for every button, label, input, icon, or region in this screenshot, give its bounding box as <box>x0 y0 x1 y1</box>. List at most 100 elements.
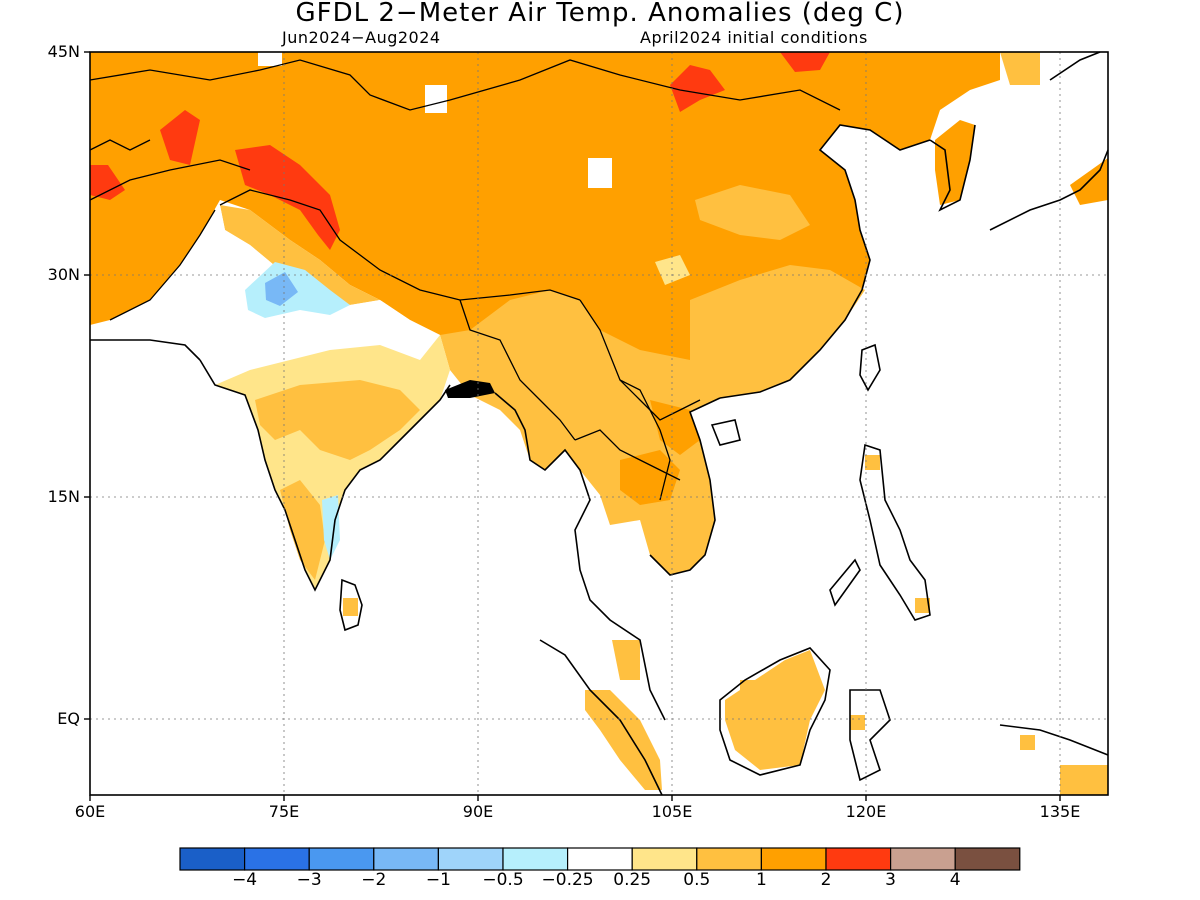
lon-label-105e: 105E <box>651 802 693 821</box>
anomaly-malay <box>612 640 640 680</box>
anomaly-india-orange-2 <box>280 480 325 580</box>
anomaly-yellow-china-2 <box>655 255 690 285</box>
anomaly-borneo-2 <box>740 680 755 695</box>
border-india-pak <box>109 209 216 321</box>
coastline-sulawesi <box>849 689 891 782</box>
colorbar-label-11: 4 <box>949 870 961 890</box>
coastline-new-guinea <box>999 724 1109 756</box>
colorbar <box>179 847 1021 871</box>
colorbar-swatch-4 <box>437 847 504 871</box>
forecast-period: Jun2024−Aug2024 <box>282 28 441 47</box>
colorbar-swatch-9 <box>760 847 827 871</box>
lon-label-135e: 135E <box>1039 802 1081 821</box>
colorbar-swatch-10 <box>825 847 892 871</box>
colorbar-swatch-12 <box>954 847 1021 871</box>
coastline-sri-lanka <box>339 578 363 632</box>
coastline-taiwan <box>859 343 881 392</box>
colorbar-label-10: 3 <box>885 870 896 890</box>
colorbar-swatch-11 <box>889 847 956 871</box>
anomaly-japan-2 <box>1000 52 1040 85</box>
border-central-asia <box>89 59 841 111</box>
anomaly-papua-1 <box>1020 735 1035 750</box>
coastline-korea <box>929 124 976 212</box>
anomaly-cool-india-core <box>265 272 298 306</box>
anomaly-red-pamir <box>160 110 200 165</box>
coastline-borneo <box>719 647 831 776</box>
colorbar-label-3: −1 <box>425 870 451 890</box>
coastline-japan-2 <box>1049 51 1101 81</box>
anomaly-vietnam <box>650 400 700 455</box>
axis-ticks <box>84 51 1061 801</box>
anomaly-sumatra <box>585 690 662 790</box>
border-iran <box>89 139 151 151</box>
anomaly-sulawesi <box>850 715 865 730</box>
colorbar-swatch-3 <box>373 847 439 871</box>
anomaly-red-mongolia <box>670 65 725 112</box>
colorbar-label-9: 2 <box>820 870 832 890</box>
anomaly-indochina-core <box>620 450 680 505</box>
neutral-gap-2 <box>588 158 612 188</box>
map-frame <box>89 51 1109 796</box>
neutral-gap-1 <box>425 85 447 113</box>
colorbar-swatch-5 <box>502 847 569 871</box>
lat-label-45n: 45N <box>47 42 80 61</box>
coastlines <box>90 51 1109 796</box>
anomaly-borneo <box>725 650 825 770</box>
border-afghan <box>89 159 251 201</box>
gridlines <box>90 52 1108 795</box>
anomaly-papua-2 <box>1060 765 1108 795</box>
anomaly-india-cool-south <box>322 495 340 560</box>
coastline-persian <box>90 339 201 361</box>
coastline-palawan <box>829 558 861 607</box>
lat-label-15n: 15N <box>47 487 80 506</box>
anomaly-india-orange-1 <box>255 380 420 460</box>
lon-label-75e: 75E <box>268 802 300 821</box>
coastline-sumatra <box>539 639 663 796</box>
neutral-gap-3 <box>258 52 282 66</box>
coastline-hainan <box>710 419 741 446</box>
colorbar-swatch-6 <box>566 847 633 871</box>
anomaly-red-west <box>90 165 125 200</box>
anomaly-1to05-se-asia <box>440 265 865 575</box>
anomaly-korea <box>935 120 975 205</box>
lat-label-30n: 30N <box>47 265 80 284</box>
coastline-indochina <box>649 397 721 576</box>
border-thai <box>574 429 681 481</box>
colorbar-label-2: −2 <box>361 870 387 890</box>
lon-label-60e: 60E <box>74 802 106 821</box>
border-indochina <box>579 299 701 421</box>
coastline-japan <box>989 149 1109 231</box>
lon-label-90e: 90E <box>462 802 494 821</box>
anomaly-red-karakoram <box>235 145 340 250</box>
coastline-philippines <box>859 443 931 621</box>
map-title: GFDL 2−Meter Air Temp. Anomalies (deg C) <box>295 0 905 28</box>
anomaly-philippines-2 <box>915 598 930 613</box>
border-laos <box>619 379 671 501</box>
anomaly-sri-lanka <box>343 598 358 616</box>
country-borders <box>89 59 841 501</box>
colorbar-swatch-1 <box>244 847 310 871</box>
lon-label-120e: 120E <box>845 802 887 821</box>
anomaly-band-himalaya <box>220 205 380 305</box>
anomaly-philippines-1 <box>865 455 880 470</box>
colorbar-label-5: −0.25 <box>541 870 594 890</box>
lat-label-eq: EQ <box>57 709 80 728</box>
initial-conditions: April2024 initial conditions <box>640 28 868 47</box>
colorbar-label-6: 0.25 <box>613 870 652 890</box>
colorbar-swatch-7 <box>631 847 698 871</box>
colorbar-label-1: −3 <box>296 870 322 890</box>
anomaly-red-north <box>780 52 830 72</box>
colorbar-label-0: −4 <box>232 870 258 890</box>
colorbar-swatch-2 <box>308 847 375 871</box>
colorbar-label-7: 0.5 <box>683 870 711 890</box>
colorbar-swatch-8 <box>696 847 762 871</box>
border-myanmar <box>459 299 576 441</box>
coastline-ganges-delta <box>445 380 495 398</box>
colorbar-label-8: 1 <box>755 870 767 890</box>
colorbar-label-4: −0.5 <box>482 870 524 890</box>
anomaly-cool-india <box>245 262 350 318</box>
anomaly-yellow-china-1 <box>695 185 810 240</box>
coastline-myanmar-thai <box>494 392 666 721</box>
coastline-india <box>199 359 451 592</box>
